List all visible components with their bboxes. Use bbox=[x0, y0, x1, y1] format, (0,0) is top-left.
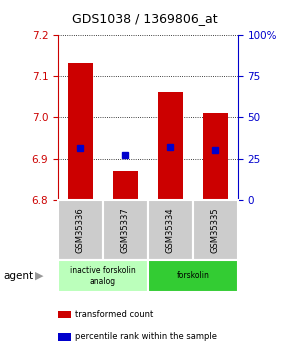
Bar bbox=[113, 171, 138, 200]
Bar bbox=[68, 63, 93, 200]
Text: agent: agent bbox=[3, 271, 33, 281]
Text: GSM35335: GSM35335 bbox=[211, 207, 220, 253]
Text: inactive forskolin
analog: inactive forskolin analog bbox=[70, 266, 136, 286]
Text: GSM35336: GSM35336 bbox=[76, 207, 85, 253]
Bar bbox=[203, 113, 228, 200]
Text: GDS1038 / 1369806_at: GDS1038 / 1369806_at bbox=[72, 12, 218, 25]
Text: forskolin: forskolin bbox=[176, 272, 209, 280]
Text: ▶: ▶ bbox=[35, 271, 44, 281]
Text: percentile rank within the sample: percentile rank within the sample bbox=[75, 332, 218, 341]
Text: GSM35337: GSM35337 bbox=[121, 207, 130, 253]
Bar bbox=[158, 92, 183, 200]
Text: transformed count: transformed count bbox=[75, 310, 154, 319]
Text: GSM35334: GSM35334 bbox=[166, 207, 175, 253]
